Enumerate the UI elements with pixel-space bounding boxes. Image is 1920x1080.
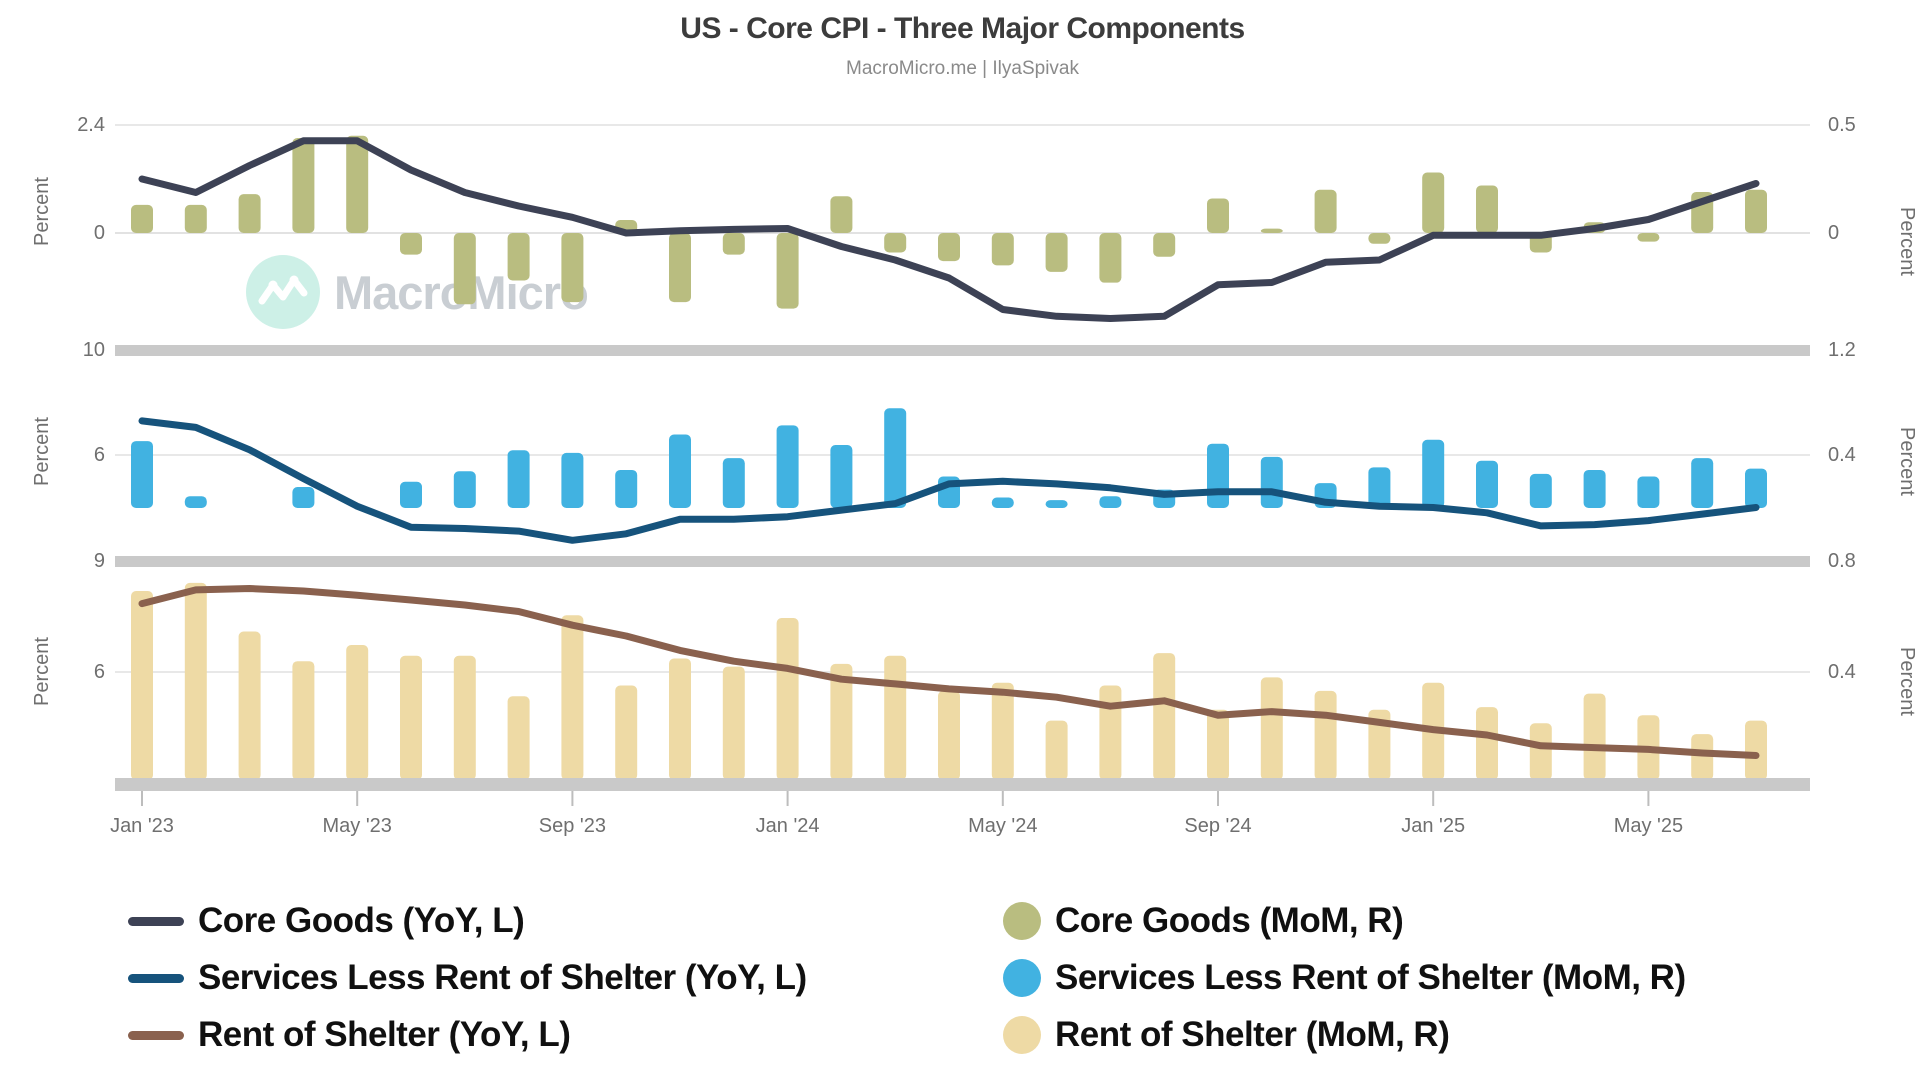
panel3-right-tick-mid: 0.4 (1828, 661, 1856, 683)
panel2-left-tick-top: 10 (82, 339, 105, 361)
panel3-left-axis-title: Percent (30, 637, 53, 706)
panel2-left-axis-title: Percent (30, 417, 53, 486)
legend-label: Rent of Shelter (YoY, L) (198, 1015, 571, 1054)
panel2-right-tick-top: 1.2 (1828, 339, 1856, 361)
panel1-left-tick-zero: 0 (93, 222, 105, 244)
x-axis-label: May '23 (322, 815, 392, 837)
legend-item-services-mom: Services Less Rent of Shelter (MoM, R) (1003, 955, 1686, 1001)
services-less-rent-of-shelter-mom-bars (131, 408, 1767, 508)
rent-line-swatch-icon (128, 1030, 184, 1040)
x-axis-label: May '25 (1613, 815, 1684, 837)
x-axis-label: Jan '24 (755, 815, 820, 837)
legend-item-core-goods-yoy: Core Goods (YoY, L) (128, 898, 807, 944)
panel1-left-tick-top: 2.4 (77, 114, 105, 136)
x-axis-label: Jan '23 (110, 815, 174, 837)
panel3-right-axis-title: Percent (1895, 647, 1918, 716)
panel3-left-tick-mid: 6 (93, 661, 105, 683)
core-goods-dot-swatch-icon (1003, 902, 1041, 940)
services-less-rent-of-shelter-yoy-line (138, 417, 1760, 544)
legend-label: Services Less Rent of Shelter (MoM, R) (1055, 958, 1686, 997)
rent-of-shelter-mom-bars (131, 582, 1767, 780)
panel1-right-axis-title: Percent (1895, 207, 1918, 276)
panel3-left-tick-top: 9 (93, 550, 105, 572)
legend-label: Rent of Shelter (MoM, R) (1055, 1015, 1450, 1054)
x-axis-label: Sep '23 (538, 815, 606, 837)
chart-subtitle: MacroMicro.me | IlyaSpivak (846, 58, 1079, 79)
legend-item-rent-mom: Rent of Shelter (MoM, R) (1003, 1012, 1686, 1058)
x-axis-label: Sep '24 (1184, 815, 1252, 837)
legend-item-rent-yoy: Rent of Shelter (YoY, L) (128, 1012, 807, 1058)
legend-label: Services Less Rent of Shelter (YoY, L) (198, 958, 807, 997)
panel2-right-axis-title: Percent (1895, 427, 1918, 496)
macromicro-logo-icon (246, 255, 320, 329)
legend-right-column: Core Goods (MoM, R) Services Less Rent o… (1003, 898, 1686, 1058)
legend-item-core-goods-mom: Core Goods (MoM, R) (1003, 898, 1686, 944)
panel1-right-tick-zero: 0 (1828, 222, 1840, 244)
legend-label: Core Goods (MoM, R) (1055, 901, 1404, 940)
chart-title: US - Core CPI - Three Major Components (680, 12, 1245, 45)
x-axis-label: May '24 (968, 815, 1038, 837)
services-dot-swatch-icon (1003, 959, 1041, 997)
core-goods-line-swatch-icon (128, 916, 184, 926)
x-axis-label: Jan '25 (1401, 815, 1466, 837)
panel2-right-tick-mid: 0.4 (1828, 444, 1856, 466)
panel3-right-tick-top: 0.8 (1828, 550, 1856, 572)
legend-item-services-yoy: Services Less Rent of Shelter (YoY, L) (128, 955, 807, 1001)
panel1-left-axis-title: Percent (30, 177, 53, 246)
core-goods-yoy-line (138, 137, 1760, 322)
services-line-swatch-icon (128, 973, 184, 983)
rent-dot-swatch-icon (1003, 1016, 1041, 1054)
legend-label: Core Goods (YoY, L) (198, 901, 525, 940)
panel2-left-tick-mid: 6 (93, 444, 105, 466)
rent-of-shelter-yoy-line (138, 585, 1760, 759)
legend-left-column: Core Goods (YoY, L) Services Less Rent o… (128, 898, 807, 1058)
core-goods-mom-bars (131, 135, 1767, 309)
panel1-right-tick-top: 0.5 (1828, 114, 1856, 136)
